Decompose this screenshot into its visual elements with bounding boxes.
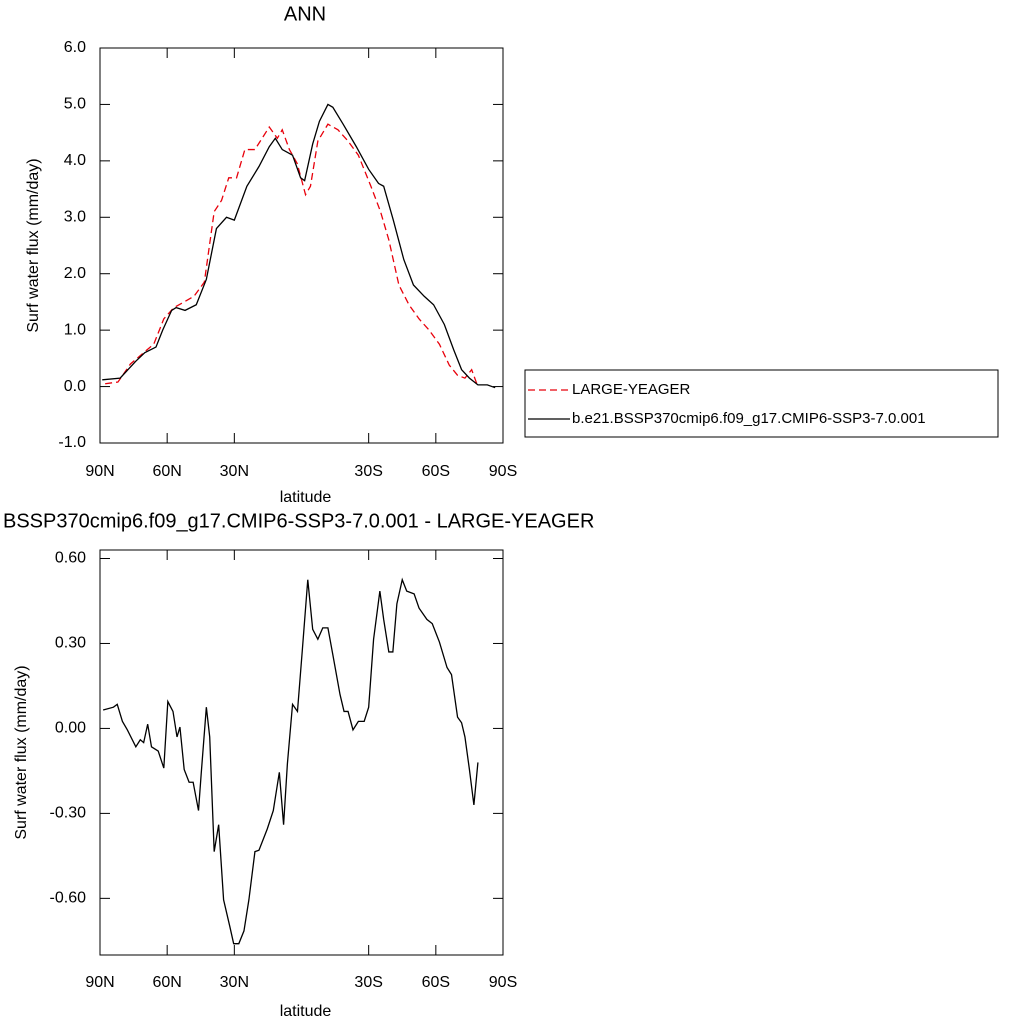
x-axis-label: latitude [280, 489, 332, 506]
y-tick-label: 0.30 [55, 635, 86, 652]
y-tick-label: 0.0 [64, 378, 86, 395]
chart-title: BSSP370cmip6.f09_g17.CMIP6-SSP3-7.0.001 … [3, 510, 594, 532]
x-tick-label: 60S [422, 974, 450, 991]
x-tick-label: 30S [354, 974, 382, 991]
y-tick-label: 0.60 [55, 550, 86, 567]
y-tick-label: 3.0 [64, 209, 86, 226]
y-tick-label: -0.60 [50, 890, 87, 907]
x-tick-label: 30N [220, 974, 249, 991]
x-tick-label: 90N [85, 974, 114, 991]
x-tick-label: 30S [354, 463, 382, 480]
y-tick-label: 5.0 [64, 96, 86, 113]
x-tick-label: 60N [152, 974, 181, 991]
x-tick-label: 90S [489, 974, 517, 991]
x-tick-label: 60S [422, 463, 450, 480]
x-tick-label: 60N [152, 463, 181, 480]
data-line [102, 103, 496, 389]
data-line [102, 577, 479, 945]
x-axis-label: latitude [280, 1003, 332, 1020]
legend-label: b.e21.BSSP370cmip6.f09_g17.CMIP6-SSP3-7.… [572, 410, 926, 427]
legend-box [524, 369, 999, 438]
y-tick-label: -0.30 [50, 805, 87, 822]
y-tick-label: 4.0 [64, 152, 86, 169]
plot-frame [99, 549, 504, 956]
chart-title: ANN [284, 3, 326, 25]
y-tick-label: 0.00 [55, 720, 86, 737]
y-tick-label: 6.0 [64, 39, 86, 56]
x-tick-label: 90N [85, 463, 114, 480]
y-axis-label: Surf water flux (mm/day) [25, 158, 42, 332]
y-tick-label: 2.0 [64, 265, 86, 282]
y-axis-label: Surf water flux (mm/day) [13, 665, 30, 839]
y-tick-label: 1.0 [64, 321, 86, 338]
x-tick-label: 90S [489, 463, 517, 480]
plot-frame [99, 47, 504, 444]
x-tick-label: 30N [220, 463, 249, 480]
y-tick-label: -1.0 [58, 434, 86, 451]
data-line [105, 123, 478, 385]
legend-label: LARGE-YEAGER [572, 381, 691, 398]
